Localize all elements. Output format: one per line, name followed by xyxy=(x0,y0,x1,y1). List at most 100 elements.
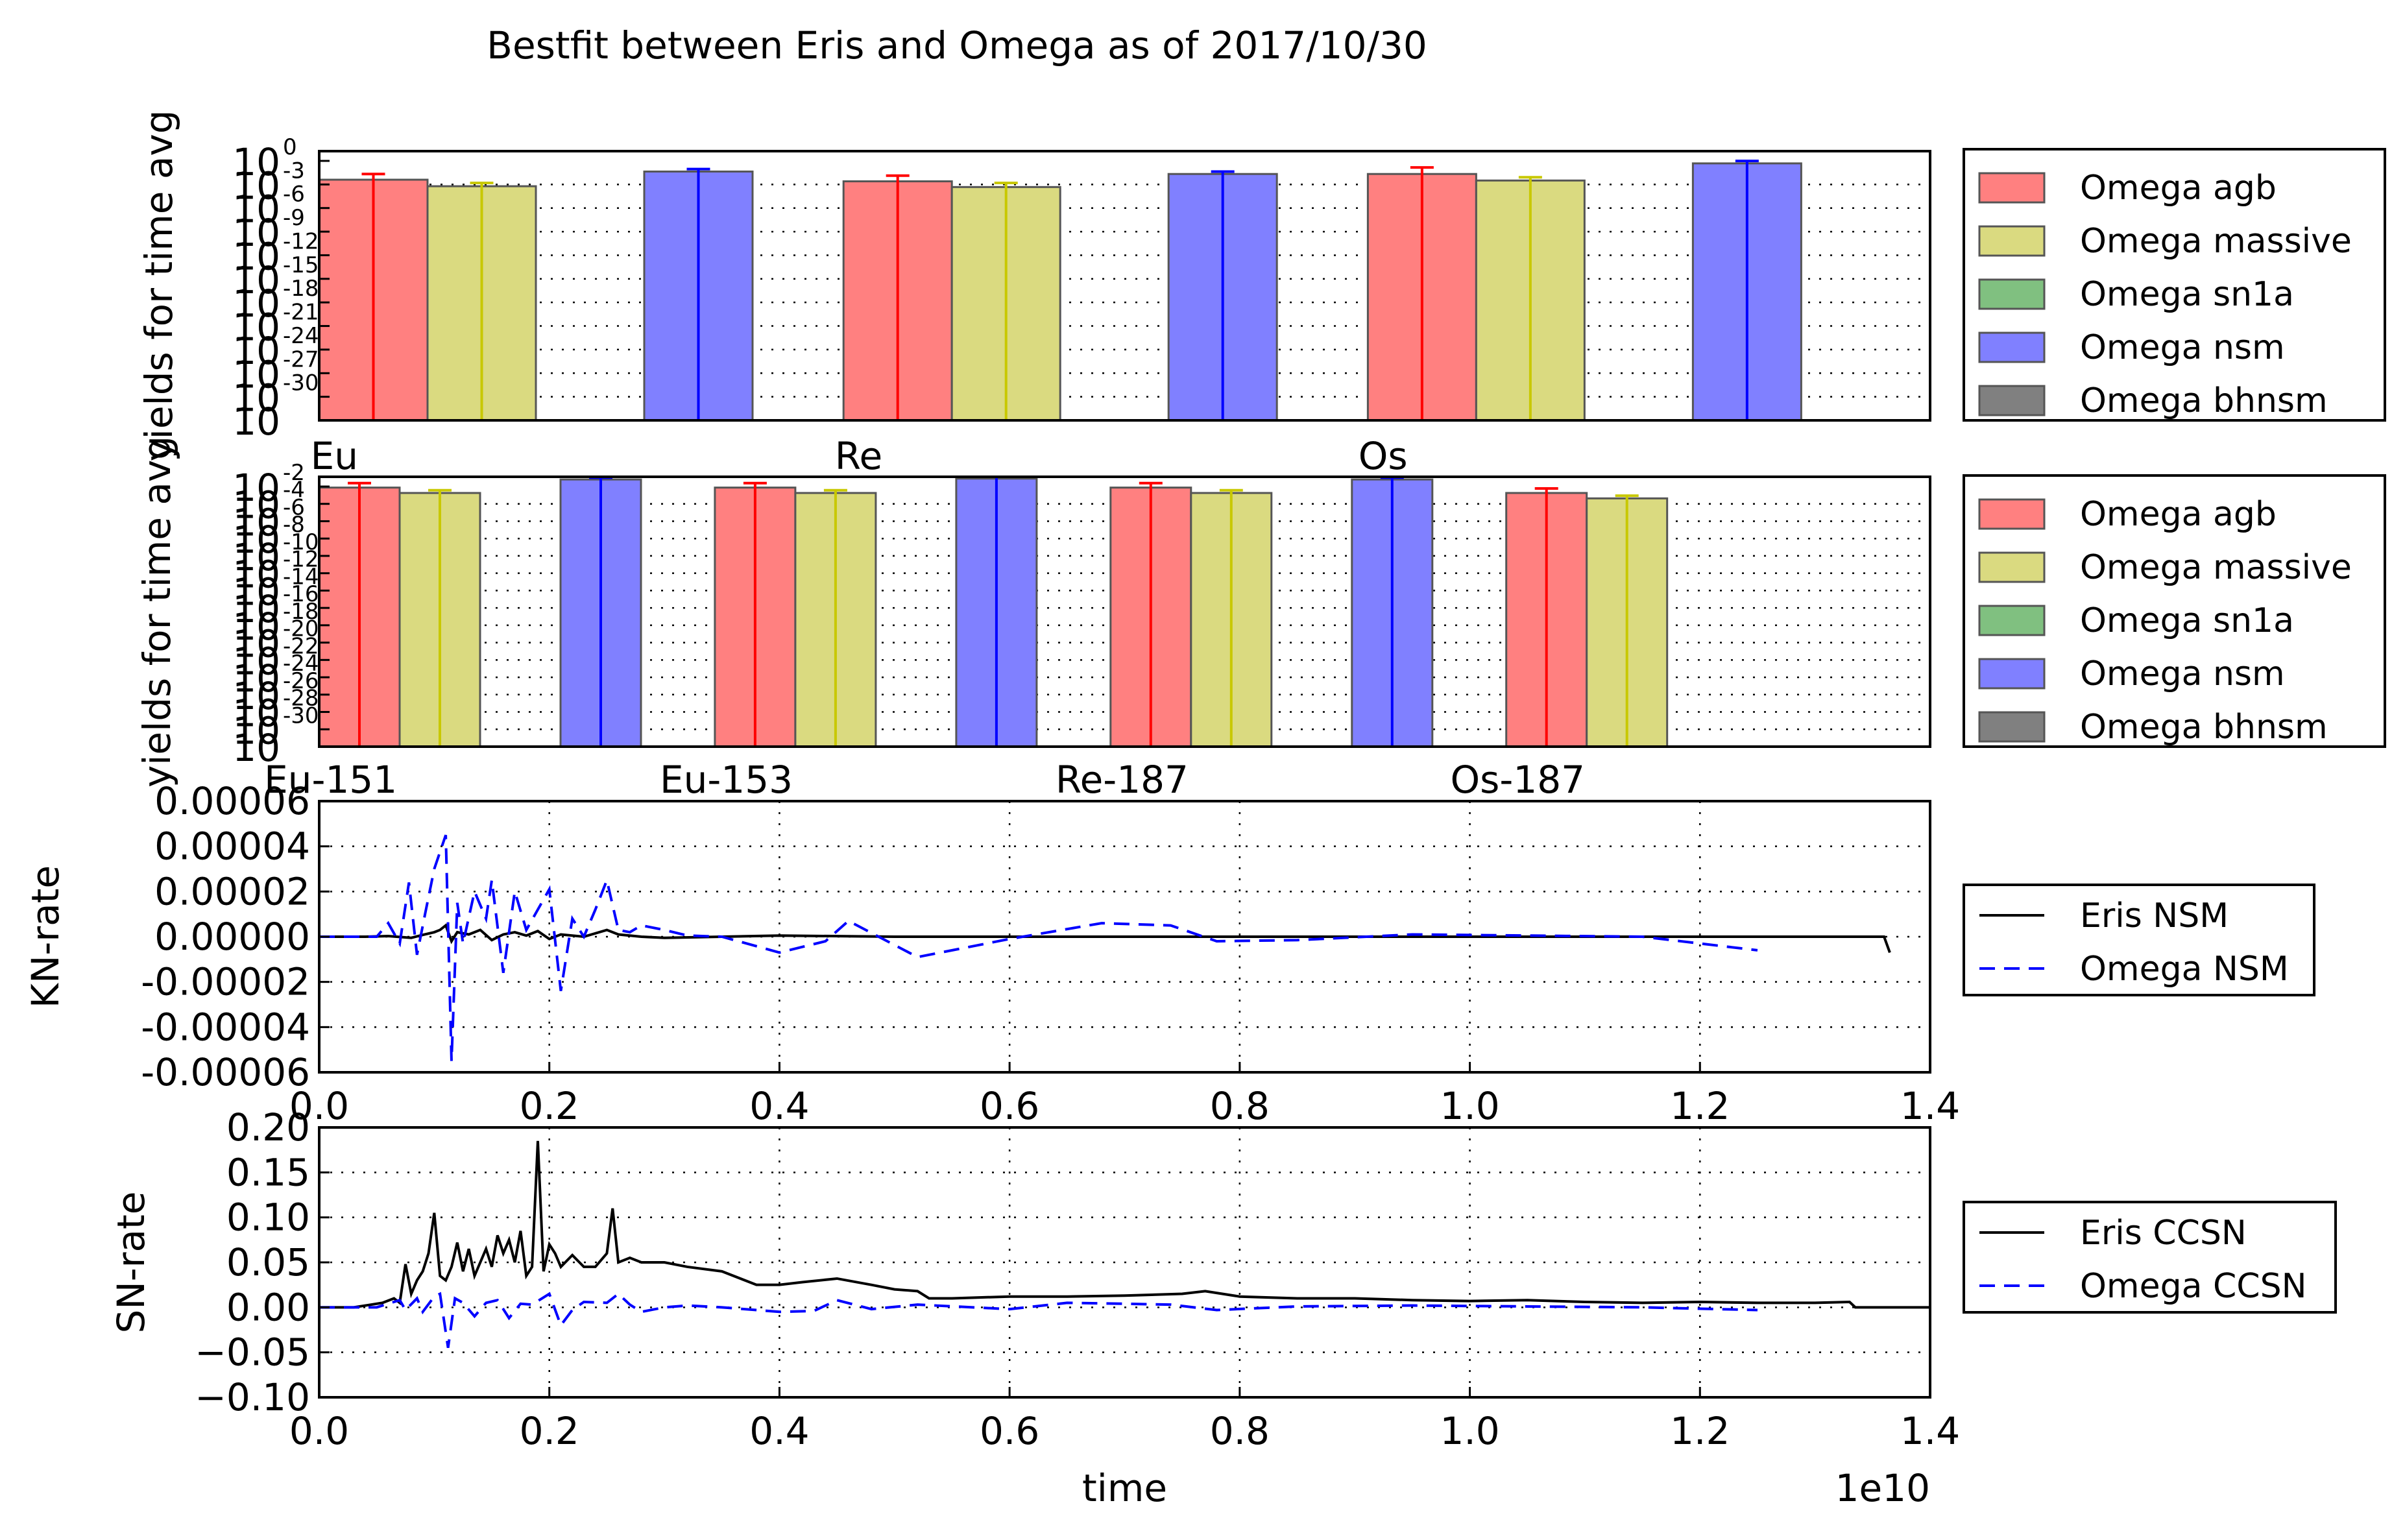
x-tick-label: 0.8 xyxy=(1210,1409,1270,1453)
x-tick-label: 1.0 xyxy=(1440,1409,1499,1453)
legend-frame xyxy=(1963,884,2315,996)
series-omega-ccsn xyxy=(319,1292,1758,1349)
y-tick-label: 10 xyxy=(232,234,280,278)
y-tick-label: 10 xyxy=(232,587,280,631)
y-tick-exponent: -18 xyxy=(283,599,319,625)
legend-swatch-agb xyxy=(1978,498,2046,530)
y-tick-label: 10 xyxy=(232,376,280,420)
y-tick-label: 10 xyxy=(232,483,280,527)
legend-label: Omega sn1a xyxy=(2080,275,2294,314)
y-tick-exponent: -27 xyxy=(283,346,319,372)
y-tick-label: 10 xyxy=(232,306,280,350)
y-tick-label: −0.10 xyxy=(195,1375,310,1419)
y-tick-exponent: -16 xyxy=(283,581,319,607)
x-tick-label: 0.6 xyxy=(980,1084,1039,1128)
series-eris-ccsn xyxy=(319,1140,1930,1309)
y-tick-label: -0.00006 xyxy=(141,1050,310,1094)
legend-frame xyxy=(1963,1201,2337,1314)
y-tick-exponent: -4 xyxy=(283,477,305,503)
y-tick-label: 10 xyxy=(232,329,280,373)
legend-swatch-nsm xyxy=(1978,331,2046,363)
y-tick-label: −0.05 xyxy=(195,1330,310,1375)
y-tick-label: 0.20 xyxy=(226,1105,310,1149)
x-tick-label: 0.4 xyxy=(749,1084,809,1128)
legend-label: Omega massive xyxy=(2080,548,2352,587)
legend-label: Omega bhnsm xyxy=(2080,708,2328,747)
legend-swatch-massive xyxy=(1978,225,2046,257)
legend-label: Omega nsm xyxy=(2080,328,2285,367)
y-tick-exponent: -20 xyxy=(283,616,319,642)
y-tick-exponent: 0 xyxy=(283,134,297,160)
x-axis-label: time xyxy=(1082,1466,1167,1510)
y-tick-label: 10 xyxy=(232,211,280,255)
y-tick-exponent: -6 xyxy=(283,182,305,208)
y-tick-label: 10 xyxy=(232,187,280,232)
y-tick-exponent: -12 xyxy=(283,547,319,573)
x-tick-label: 0.2 xyxy=(520,1409,579,1453)
legend-sn-rate: Eris CCSN Omega CCSN xyxy=(1963,1201,2337,1314)
x-tick-label: 1.2 xyxy=(1670,1409,1730,1453)
y-tick-exponent: -24 xyxy=(283,323,319,349)
y-tick-exponent: -8 xyxy=(283,512,305,538)
y-tick-label: -0.00004 xyxy=(141,1005,310,1049)
y-axis-label: SN-rate xyxy=(109,1192,153,1334)
y-tick-label: 0.00000 xyxy=(154,915,310,959)
y-axis-label: yields for time avg xyxy=(135,436,179,788)
axes-frame xyxy=(318,150,1931,422)
x-tick-label: 1.0 xyxy=(1440,1084,1499,1128)
y-tick-exponent: -30 xyxy=(283,370,319,396)
y-tick-label: 10 xyxy=(232,140,280,184)
x-tick-label: 0.6 xyxy=(980,1409,1039,1453)
sn-rate-panel: 0.0 0.2 0.4 0.6 0.8 1.0 1.2 1.4 0.200.150.100.05… xyxy=(109,1105,1960,1510)
y-axis-label: KN-rate xyxy=(23,865,67,1008)
legend-swatch-bhnsm xyxy=(1978,711,2046,743)
legend-label: Omega sn1a xyxy=(2080,601,2294,640)
legend-label: Omega nsm xyxy=(2080,655,2285,693)
y-tick-exponent: -30 xyxy=(283,703,319,728)
y-tick-label: 10 xyxy=(232,656,280,701)
y-tick-exponent: -21 xyxy=(283,300,319,326)
legend-label: Omega agb xyxy=(2080,169,2277,208)
legend-swatch-sn1a xyxy=(1978,278,2046,310)
y-tick-exponent: -24 xyxy=(283,651,319,677)
x-tick-label: 0.4 xyxy=(749,1409,809,1453)
category-label: Re xyxy=(835,434,882,478)
y-tick-exponent: -3 xyxy=(283,158,305,184)
figure-title: Bestfit between Eris and Omega as of 201… xyxy=(487,23,1427,67)
kn-rate-panel: 0.0 0.2 0.4 0.6 0.8 1.0 1.2 1.40.000060.000040.… xyxy=(23,779,1960,1128)
y-tick-label: 10 xyxy=(232,282,280,326)
legend-kn-rate: Eris NSM Omega NSM xyxy=(1963,884,2315,996)
y-tick-label: -0.00002 xyxy=(141,960,310,1004)
legend-label: Omega CCSN xyxy=(2080,1267,2307,1306)
x-tick-label: 1.2 xyxy=(1670,1084,1730,1128)
legend-swatch-agb xyxy=(1978,172,2046,204)
x-offset-label: 1e10 xyxy=(1835,1466,1930,1510)
y-tick-label: 10 xyxy=(232,352,280,396)
y-tick-label: 10 xyxy=(232,163,280,208)
legend-isotope-yields: Omega agb Omega massive Omega sn1a Omega ns… xyxy=(1963,474,2386,748)
y-tick-label: 10 xyxy=(232,553,280,597)
y-tick-exponent: -14 xyxy=(283,564,319,590)
legend-element-yields: Omega agb Omega massive Omega sn1a Omega ns… xyxy=(1963,148,2386,422)
legend-label: Eris NSM xyxy=(2080,896,2229,935)
y-tick-label: 10 xyxy=(232,500,280,544)
series-eris-nsm xyxy=(319,923,1891,954)
legend-label: Omega bhnsm xyxy=(2080,381,2328,420)
y-tick-label: 10 xyxy=(232,708,280,752)
y-tick-exponent: -2 xyxy=(283,460,305,486)
legend-label: Omega agb xyxy=(2080,495,2277,534)
y-tick-exponent: -22 xyxy=(283,633,319,659)
series-omega-nsm xyxy=(319,834,1758,1061)
y-tick-exponent: -18 xyxy=(283,276,319,302)
y-tick-label: 0.00004 xyxy=(154,824,310,869)
y-tick-label: 10 xyxy=(232,692,280,736)
x-tick-label: 0.2 xyxy=(520,1084,579,1128)
isotope-yields-panel: Eu-151 Eu-153 Re-187 Os-18710-210-410-610-8… xyxy=(135,436,1931,802)
legend-swatch-nsm xyxy=(1978,658,2046,690)
y-tick-label: 10 xyxy=(232,622,280,666)
y-tick-label: 10 xyxy=(232,535,280,579)
x-tick-label: 0.8 xyxy=(1210,1084,1270,1128)
y-tick-label: 10 xyxy=(232,466,280,510)
